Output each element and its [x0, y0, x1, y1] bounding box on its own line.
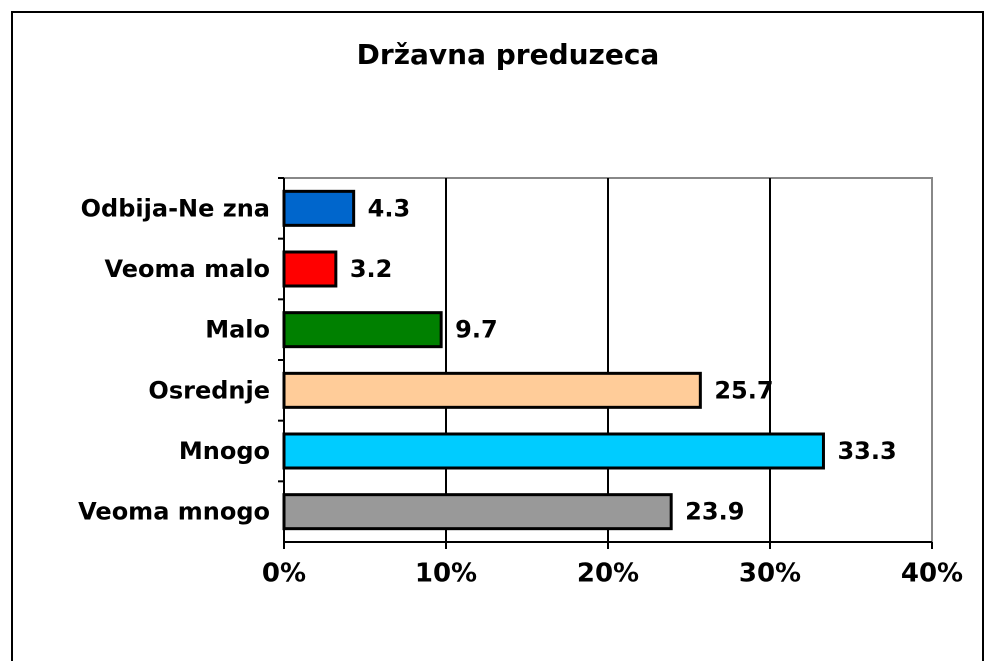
x-tick-label: 20% [577, 559, 639, 589]
y-tick-label: Osrednje [148, 376, 270, 404]
y-tick-label: Mnogo [179, 437, 270, 465]
x-tick-label: 40% [901, 559, 963, 589]
y-tick-label: Odbija-Ne zna [81, 194, 270, 222]
y-tick-label: Veoma malo [104, 255, 270, 283]
bar [282, 432, 825, 470]
value-label: 4.3 [368, 194, 411, 222]
value-label: 9.7 [455, 316, 498, 344]
value-label: 33.3 [837, 437, 896, 465]
y-tick-label: Veoma mnogo [78, 498, 270, 526]
x-tick-label: 30% [739, 559, 801, 589]
x-tick-label: 10% [415, 559, 477, 589]
x-tick-label: 0% [262, 559, 306, 589]
bar [282, 189, 356, 227]
bar [282, 493, 673, 531]
chart-title: Državna preduzeca [357, 38, 660, 71]
value-label: 25.7 [714, 376, 773, 404]
y-tick-label: Malo [205, 316, 270, 344]
value-label: 23.9 [685, 498, 744, 526]
bar [282, 311, 443, 349]
value-label: 3.2 [350, 255, 393, 283]
bar [282, 371, 702, 409]
bar [282, 250, 338, 288]
